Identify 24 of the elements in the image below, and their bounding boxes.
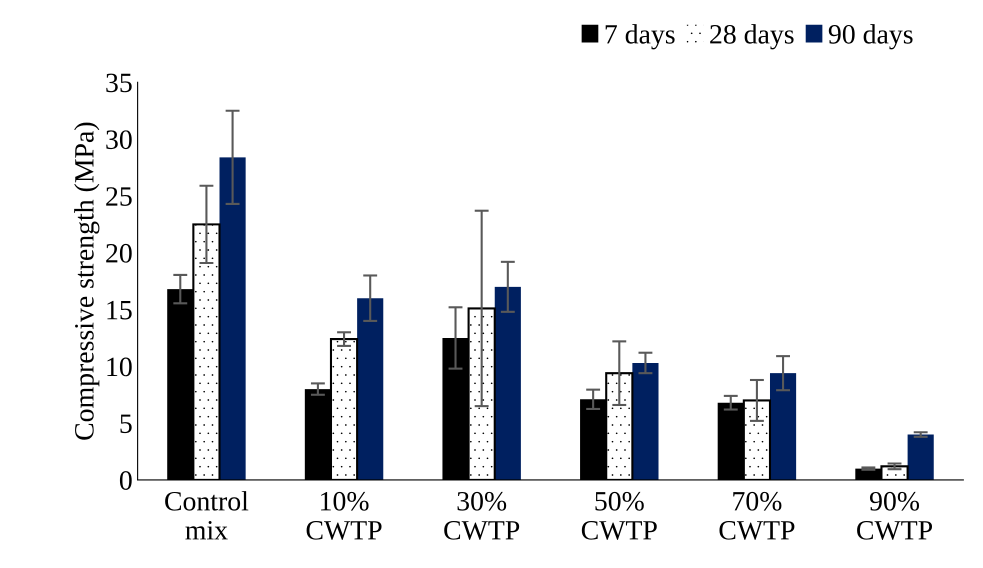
y-tick-label: 30	[106, 130, 132, 150]
y-tick-label: 0	[120, 471, 132, 490]
legend-label: 7 days	[606, 24, 675, 50]
y-tick-label: 10	[107, 358, 132, 376]
bar	[357, 298, 384, 480]
bar	[908, 434, 934, 480]
x-tick-label: 70% CWTP	[719, 492, 794, 540]
y-tick-label: 15	[107, 300, 132, 320]
y-tick-label: 5	[120, 414, 132, 434]
x-tick-label: 50% CWTP	[582, 492, 657, 540]
y-axis-title: Compressive strength (MPa)	[74, 122, 100, 440]
legend-label: 28 days	[710, 24, 794, 50]
x-tick-label: Control mix	[165, 491, 248, 540]
y-tick-label: 35	[106, 74, 132, 92]
y-tick-label: 25	[106, 187, 132, 206]
x-tick-label: 10% CWTP	[306, 492, 382, 540]
bar	[494, 286, 521, 480]
x-tick-label: 30% CWTP	[444, 492, 520, 540]
bar	[220, 157, 246, 480]
bar	[770, 373, 796, 480]
legend-label: 90 days	[828, 24, 913, 50]
bar	[632, 362, 659, 480]
y-tick-label: 20	[106, 244, 132, 263]
x-tick-label: 90% CWTP	[857, 492, 932, 540]
